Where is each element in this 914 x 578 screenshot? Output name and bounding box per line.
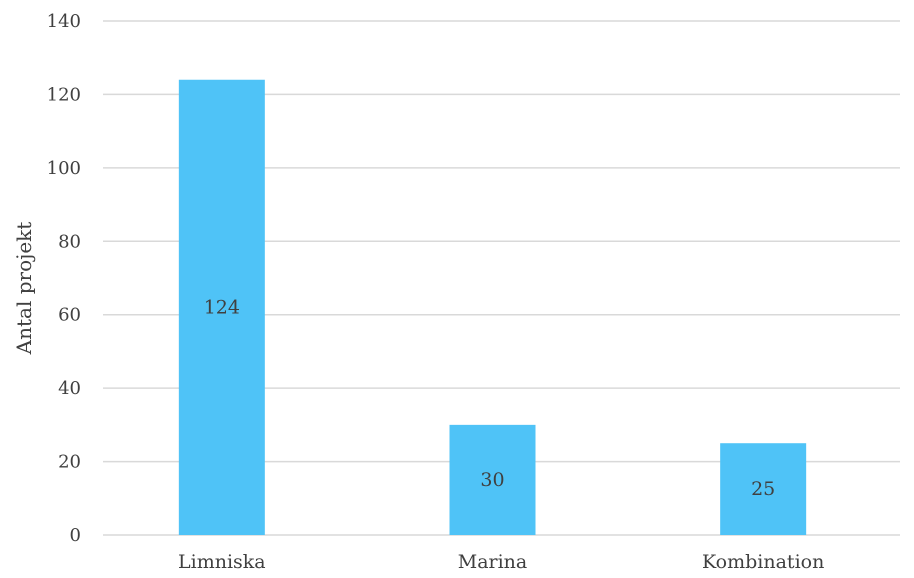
x-tick-label: Marina: [458, 551, 528, 573]
data-label: 124: [204, 296, 240, 318]
y-tick-label: 120: [47, 84, 81, 105]
y-tick-label: 60: [58, 305, 81, 326]
y-tick-label: 140: [47, 11, 81, 32]
y-tick-label: 40: [58, 378, 81, 399]
bar-kombination: [720, 443, 807, 535]
y-tick-label: 80: [58, 231, 81, 252]
data-labels: 124 30 25: [204, 296, 776, 500]
data-label: 25: [751, 478, 775, 500]
bars: [178, 79, 807, 535]
y-axis-title: Antal projekt: [12, 222, 36, 356]
y-axis-ticks: 0 20 40 60 80 100 120 140: [47, 11, 81, 546]
y-tick-label: 100: [47, 158, 81, 179]
y-tick-label: 20: [58, 452, 81, 473]
bar-marina: [449, 424, 536, 535]
bar-limniska: [178, 79, 265, 535]
x-tick-label: Limniska: [178, 551, 266, 573]
x-axis-ticks: Limniska Marina Kombination: [178, 551, 824, 573]
data-label: 30: [480, 469, 504, 491]
x-tick-label: Kombination: [702, 551, 824, 573]
y-tick-label: 0: [70, 525, 81, 546]
